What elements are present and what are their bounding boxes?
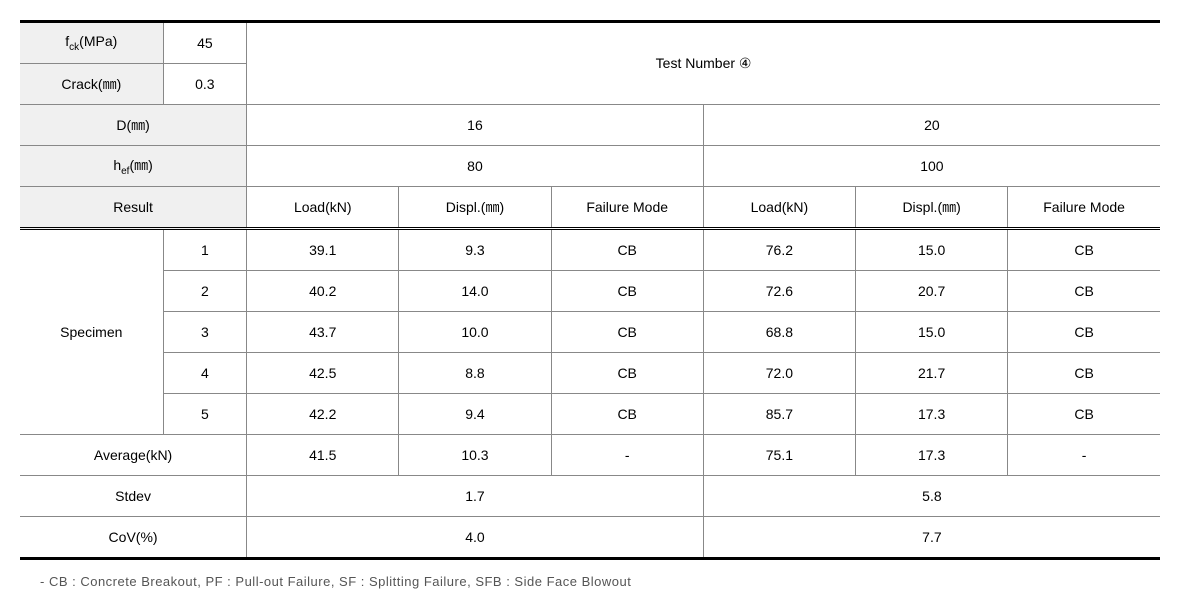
cell-load-a: 40.2 bbox=[247, 271, 399, 312]
cell-fail-b: CB bbox=[1008, 229, 1160, 271]
cell-load-a: 42.5 bbox=[247, 353, 399, 394]
stdev-b: 5.8 bbox=[703, 476, 1160, 517]
cell-fail-b: CB bbox=[1008, 394, 1160, 435]
cell-displ-a: 10.0 bbox=[399, 312, 551, 353]
cell-load-a: 43.7 bbox=[247, 312, 399, 353]
load-label-a: Load(kN) bbox=[247, 187, 399, 229]
cell-displ-b: 21.7 bbox=[856, 353, 1008, 394]
specimen-num: 5 bbox=[163, 394, 247, 435]
d-label: D(㎜) bbox=[20, 105, 247, 146]
fck-label: fck(MPa) bbox=[20, 22, 163, 64]
specimen-num: 3 bbox=[163, 312, 247, 353]
specimen-label: Specimen bbox=[20, 229, 163, 435]
specimen-num: 1 bbox=[163, 229, 247, 271]
crack-label: Crack(㎜) bbox=[20, 64, 163, 105]
footnote-text: - CB : Concrete Breakout, PF : Pull-out … bbox=[40, 574, 1160, 589]
cell-load-b: 72.6 bbox=[703, 271, 855, 312]
cov-label: CoV(%) bbox=[20, 517, 247, 559]
crack-value: 0.3 bbox=[163, 64, 247, 105]
cell-fail-a: CB bbox=[551, 312, 703, 353]
fck-value: 45 bbox=[163, 22, 247, 64]
cell-load-b: 68.8 bbox=[703, 312, 855, 353]
table-row: 4 42.5 8.8 CB 72.0 21.7 CB bbox=[20, 353, 1160, 394]
table-row-average: Average(kN) 41.5 10.3 - 75.1 17.3 - bbox=[20, 435, 1160, 476]
table-row: 2 40.2 14.0 CB 72.6 20.7 CB bbox=[20, 271, 1160, 312]
table-row: Specimen 1 39.1 9.3 CB 76.2 15.0 CB bbox=[20, 229, 1160, 271]
table-row: 5 42.2 9.4 CB 85.7 17.3 CB bbox=[20, 394, 1160, 435]
stdev-a: 1.7 bbox=[247, 476, 704, 517]
table-row-cov: CoV(%) 4.0 7.7 bbox=[20, 517, 1160, 559]
d-value-a: 16 bbox=[247, 105, 704, 146]
cell-load-a: 39.1 bbox=[247, 229, 399, 271]
avg-fail-b: - bbox=[1008, 435, 1160, 476]
cell-load-b: 72.0 bbox=[703, 353, 855, 394]
cell-displ-b: 17.3 bbox=[856, 394, 1008, 435]
cell-displ-a: 8.8 bbox=[399, 353, 551, 394]
cell-fail-a: CB bbox=[551, 271, 703, 312]
cell-load-b: 85.7 bbox=[703, 394, 855, 435]
avg-displ-a: 10.3 bbox=[399, 435, 551, 476]
cell-displ-b: 20.7 bbox=[856, 271, 1008, 312]
d-value-b: 20 bbox=[703, 105, 1160, 146]
cell-displ-b: 15.0 bbox=[856, 312, 1008, 353]
cell-displ-b: 15.0 bbox=[856, 229, 1008, 271]
hef-label: hef(㎜) bbox=[20, 146, 247, 187]
cell-displ-a: 14.0 bbox=[399, 271, 551, 312]
cell-fail-b: CB bbox=[1008, 312, 1160, 353]
avg-displ-b: 17.3 bbox=[856, 435, 1008, 476]
hef-value-b: 100 bbox=[703, 146, 1160, 187]
cov-a: 4.0 bbox=[247, 517, 704, 559]
table-row: 3 43.7 10.0 CB 68.8 15.0 CB bbox=[20, 312, 1160, 353]
avg-label: Average(kN) bbox=[20, 435, 247, 476]
test-number-cell: Test Number ④ bbox=[247, 22, 1160, 105]
cell-load-a: 42.2 bbox=[247, 394, 399, 435]
failure-label-b: Failure Mode bbox=[1008, 187, 1160, 229]
hef-value-a: 80 bbox=[247, 146, 704, 187]
result-label: Result bbox=[20, 187, 247, 229]
stdev-label: Stdev bbox=[20, 476, 247, 517]
cell-fail-b: CB bbox=[1008, 353, 1160, 394]
cell-fail-a: CB bbox=[551, 394, 703, 435]
cell-fail-b: CB bbox=[1008, 271, 1160, 312]
cell-displ-a: 9.4 bbox=[399, 394, 551, 435]
avg-load-b: 75.1 bbox=[703, 435, 855, 476]
cell-fail-a: CB bbox=[551, 353, 703, 394]
table-row-stdev: Stdev 1.7 5.8 bbox=[20, 476, 1160, 517]
cov-b: 7.7 bbox=[703, 517, 1160, 559]
cell-displ-a: 9.3 bbox=[399, 229, 551, 271]
failure-label-a: Failure Mode bbox=[551, 187, 703, 229]
load-label-b: Load(kN) bbox=[703, 187, 855, 229]
displ-label-b: Displ.(㎜) bbox=[856, 187, 1008, 229]
displ-label-a: Displ.(㎜) bbox=[399, 187, 551, 229]
cell-load-b: 76.2 bbox=[703, 229, 855, 271]
specimen-num: 2 bbox=[163, 271, 247, 312]
avg-load-a: 41.5 bbox=[247, 435, 399, 476]
avg-fail-a: - bbox=[551, 435, 703, 476]
specimen-num: 4 bbox=[163, 353, 247, 394]
results-table: fck(MPa) 45 Test Number ④ Crack(㎜) 0.3 D… bbox=[20, 20, 1160, 560]
cell-fail-a: CB bbox=[551, 229, 703, 271]
